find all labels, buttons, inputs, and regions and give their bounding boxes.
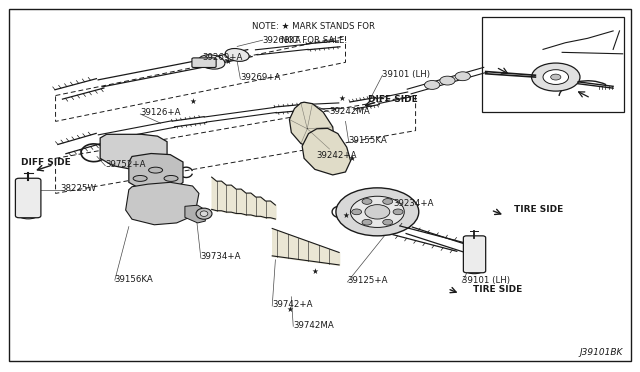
Circle shape (351, 209, 362, 215)
Text: 38225W: 38225W (61, 184, 97, 193)
Ellipse shape (148, 167, 163, 173)
Ellipse shape (164, 176, 178, 182)
Text: 39752+A: 39752+A (105, 160, 146, 169)
FancyBboxPatch shape (463, 236, 486, 273)
Text: 39242MA: 39242MA (330, 106, 371, 116)
Circle shape (383, 199, 393, 204)
Text: ★: ★ (224, 57, 231, 66)
Ellipse shape (200, 211, 208, 217)
Circle shape (383, 219, 393, 225)
Circle shape (424, 80, 440, 89)
Text: TIRE SIDE: TIRE SIDE (515, 205, 564, 215)
Ellipse shape (198, 55, 225, 69)
Polygon shape (129, 154, 183, 190)
Circle shape (362, 219, 372, 225)
Text: J39101BK: J39101BK (579, 347, 623, 357)
Text: 39269+A: 39269+A (241, 73, 281, 82)
Text: 39742+A: 39742+A (272, 300, 313, 310)
Text: ★: ★ (342, 211, 349, 220)
Text: 39734+A: 39734+A (201, 252, 241, 262)
Text: 39268KA: 39268KA (262, 36, 301, 45)
Text: 39101 (LH): 39101 (LH) (462, 276, 510, 285)
Polygon shape (185, 205, 205, 223)
Circle shape (550, 74, 561, 80)
Circle shape (393, 209, 403, 215)
Text: ★: ★ (287, 305, 294, 314)
Text: ★: ★ (339, 94, 346, 103)
Circle shape (365, 205, 390, 219)
Ellipse shape (133, 176, 147, 182)
Ellipse shape (225, 48, 249, 61)
Text: 39269+A: 39269+A (202, 53, 243, 62)
Text: ★: ★ (348, 154, 355, 163)
Polygon shape (100, 134, 167, 169)
FancyBboxPatch shape (15, 178, 41, 218)
Text: 39742MA: 39742MA (293, 321, 334, 330)
Text: 39101 (LH): 39101 (LH) (383, 70, 431, 78)
Polygon shape (289, 102, 334, 150)
Polygon shape (302, 128, 351, 175)
Polygon shape (125, 182, 199, 225)
Text: 39155KA: 39155KA (349, 136, 387, 145)
Text: 39242+A: 39242+A (316, 151, 356, 160)
Circle shape (351, 196, 404, 227)
Circle shape (543, 70, 568, 84)
Circle shape (362, 199, 372, 204)
Text: DIFF SIDE: DIFF SIDE (368, 95, 417, 104)
Circle shape (336, 188, 419, 236)
Ellipse shape (196, 208, 212, 219)
FancyBboxPatch shape (483, 17, 624, 112)
Text: NOTE: ★ MARK STANDS FOR: NOTE: ★ MARK STANDS FOR (252, 22, 375, 31)
Circle shape (440, 76, 455, 85)
Text: TIRE SIDE: TIRE SIDE (473, 285, 522, 294)
Text: DIFF SIDE: DIFF SIDE (20, 157, 70, 167)
FancyBboxPatch shape (9, 9, 631, 361)
Text: ★: ★ (189, 97, 196, 106)
Text: 39234+A: 39234+A (394, 199, 434, 208)
Text: 39125+A: 39125+A (348, 276, 388, 285)
Circle shape (532, 63, 580, 91)
Text: ★: ★ (312, 267, 318, 276)
Text: 39126+A: 39126+A (140, 108, 181, 118)
Text: NOT FOR SALE.: NOT FOR SALE. (280, 36, 347, 45)
Circle shape (455, 72, 470, 81)
FancyBboxPatch shape (192, 58, 216, 67)
Text: 39156KA: 39156KA (115, 275, 154, 283)
